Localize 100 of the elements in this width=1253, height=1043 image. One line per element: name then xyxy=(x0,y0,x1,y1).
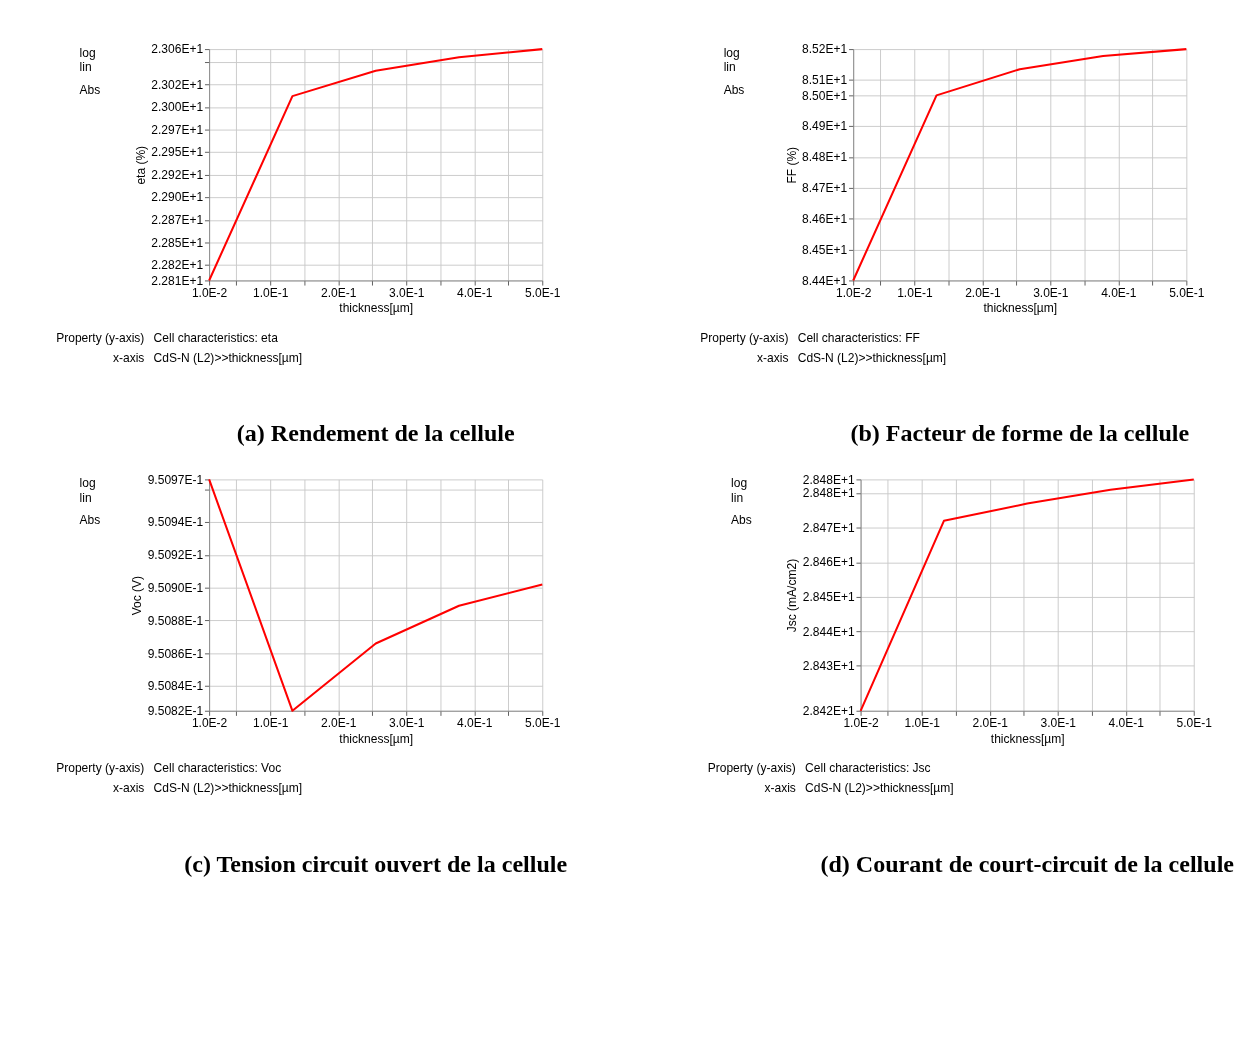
x-tick-label: 3.0E-1 xyxy=(389,285,425,300)
x-tick-label: 1.0E-2 xyxy=(191,715,228,730)
x-axis-title: thickness[µm] xyxy=(983,301,1058,316)
text: lin xyxy=(731,490,744,505)
y-tick-label: 2.843E+1 xyxy=(802,659,855,674)
x-tick-label: 4.0E-1 xyxy=(457,715,493,730)
text: Cell characteristics: Voc xyxy=(153,760,282,775)
y-tick-label: 8.45E+1 xyxy=(802,242,848,257)
y-tick-label: 9.5090E-1 xyxy=(147,580,204,595)
text: Cell characteristics: FF xyxy=(797,330,920,345)
y-tick-label: 8.48E+1 xyxy=(802,150,848,165)
x-tick-label: 5.0E-1 xyxy=(525,285,561,300)
line-series xyxy=(859,478,1195,712)
text: Abs xyxy=(79,82,101,97)
y-tick-label: 8.52E+1 xyxy=(802,42,848,57)
text: (a) Rendement de la cellule xyxy=(236,420,515,447)
text: Abs xyxy=(723,82,745,97)
y-tick-label: 2.848E+1 xyxy=(802,486,855,501)
x-axis-title: thickness[µm] xyxy=(339,731,414,746)
y-tick-label: 8.46E+1 xyxy=(802,211,848,226)
y-tick-label: 2.302E+1 xyxy=(151,77,204,92)
x-tick-label: 1.0E-1 xyxy=(253,285,289,300)
x-tick-label: 1.0E-1 xyxy=(253,715,289,730)
y-tick-label: 2.295E+1 xyxy=(151,145,204,160)
x-tick-label: 4.0E-1 xyxy=(1108,715,1145,730)
y-axis-title: Jsc (mA/cm2) xyxy=(785,558,800,633)
y-tick-label: 2.282E+1 xyxy=(151,258,204,273)
y-tick-label: 2.285E+1 xyxy=(151,235,204,250)
y-tick-label: 9.5092E-1 xyxy=(147,548,204,563)
x-tick-label: 1.0E-2 xyxy=(191,285,228,300)
text: Property (y-axis) xyxy=(707,760,796,775)
y-tick-label: 2.848E+1 xyxy=(802,472,855,487)
text: x-axis xyxy=(757,350,789,365)
y-tick-label: 2.306E+1 xyxy=(151,42,204,57)
y-tick-label: 2.281E+1 xyxy=(151,273,204,288)
text: Property (y-axis) xyxy=(56,760,145,775)
text: log xyxy=(731,475,748,490)
y-axis-title: FF (%) xyxy=(784,146,799,184)
y-tick-label: 2.847E+1 xyxy=(802,520,855,535)
y-tick-label: 2.297E+1 xyxy=(151,122,204,137)
text: log xyxy=(79,475,96,490)
y-tick-label: 8.47E+1 xyxy=(802,181,848,196)
y-tick-label: 2.292E+1 xyxy=(151,167,204,182)
text: lin xyxy=(723,60,736,75)
x-tick-label: 1.0E-1 xyxy=(904,715,941,730)
y-tick-label: 2.845E+1 xyxy=(802,590,855,604)
y-tick-label: 8.44E+1 xyxy=(802,273,848,288)
y-tick-label: 2.844E+1 xyxy=(802,624,855,639)
line-series xyxy=(208,48,544,282)
y-tick-label: 9.5084E-1 xyxy=(147,679,204,694)
text: x-axis xyxy=(112,350,145,365)
text: Abs xyxy=(731,512,752,527)
text: lin xyxy=(79,490,92,505)
y-tick-label: 9.5082E-1 xyxy=(147,703,204,718)
text: Property (y-axis) xyxy=(56,330,145,345)
text: log xyxy=(79,45,96,60)
text: Property (y-axis) xyxy=(700,330,789,345)
y-axis-title: eta (%) xyxy=(133,145,148,185)
x-tick-label: 3.0E-1 xyxy=(1033,285,1069,300)
y-tick-label: 9.5094E-1 xyxy=(147,515,204,530)
x-tick-label: 3.0E-1 xyxy=(389,715,425,730)
text: Abs xyxy=(79,512,101,527)
y-tick-label: 9.5097E-1 xyxy=(147,472,204,487)
text: CdS-N (L2)>>thickness[µm] xyxy=(153,781,303,796)
text: CdS-N (L2)>>thickness[µm] xyxy=(797,350,947,365)
x-tick-label: 2.0E-1 xyxy=(965,285,1001,300)
line-series xyxy=(208,478,544,712)
x-tick-label: 5.0E-1 xyxy=(525,715,561,730)
text: x-axis xyxy=(112,781,145,796)
x-tick-label: 1.0E-2 xyxy=(835,285,872,300)
text: x-axis xyxy=(764,781,796,796)
y-tick-label: 8.50E+1 xyxy=(802,88,848,103)
text: CdS-N (L2)>>thickness[µm] xyxy=(153,350,303,365)
text: log xyxy=(723,45,740,60)
x-tick-label: 1.0E-1 xyxy=(897,285,933,300)
x-tick-label: 3.0E-1 xyxy=(1040,715,1077,730)
text: (c) Tension circuit ouvert de la cellule xyxy=(184,850,568,877)
x-tick-label: 2.0E-1 xyxy=(972,715,1009,730)
x-tick-label: 5.0E-1 xyxy=(1169,285,1205,300)
text: Cell characteristics: eta xyxy=(153,330,279,345)
y-tick-label: 8.49E+1 xyxy=(802,119,848,134)
y-tick-label: 9.5088E-1 xyxy=(147,613,204,628)
y-tick-label: 2.290E+1 xyxy=(151,190,204,205)
x-tick-label: 2.0E-1 xyxy=(321,285,357,300)
y-tick-label: 2.300E+1 xyxy=(151,100,204,115)
y-tick-label: 2.846E+1 xyxy=(802,555,855,570)
x-axis-title: thickness[µm] xyxy=(990,731,1065,746)
line-series xyxy=(852,48,1188,282)
x-tick-label: 1.0E-2 xyxy=(843,715,880,730)
x-axis-title: thickness[µm] xyxy=(339,301,414,316)
x-tick-label: 4.0E-1 xyxy=(1101,285,1137,300)
y-tick-label: 9.5086E-1 xyxy=(147,646,204,661)
x-tick-label: 4.0E-1 xyxy=(457,285,493,300)
y-tick-label: 2.287E+1 xyxy=(151,213,204,228)
text: lin xyxy=(79,60,92,75)
text: (b) Facteur de forme de la cellule xyxy=(850,420,1190,447)
y-tick-label: 2.842E+1 xyxy=(802,703,855,718)
y-axis-title: Voc (V) xyxy=(130,575,145,616)
text: CdS-N (L2)>>thickness[µm] xyxy=(805,781,954,796)
x-tick-label: 5.0E-1 xyxy=(1176,715,1213,730)
